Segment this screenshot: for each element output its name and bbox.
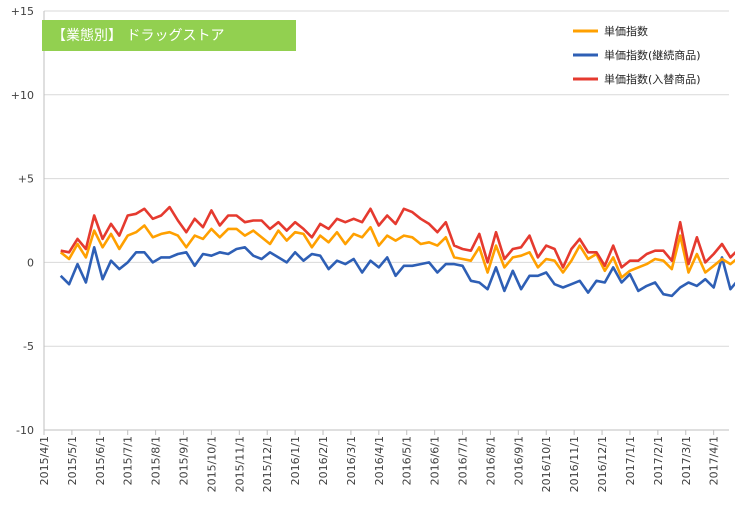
x-tick-label: 2015/12/1 (261, 436, 274, 492)
x-tick-label: 2017/1/1 (624, 436, 637, 485)
legend: 単価指数 単価指数(継続商品) 単価指数(入替商品) (573, 24, 701, 86)
x-tick-label: 2015/5/1 (66, 436, 79, 485)
legend-label-s2: 単価指数(継続商品) (604, 48, 701, 62)
series-line-3 (60, 205, 735, 269)
legend-label-s3: 単価指数(入替商品) (604, 72, 701, 86)
y-tick-label: 0 (27, 256, 34, 269)
series-line-1 (59, 224, 735, 279)
x-tick-label: 2015/11/1 (233, 436, 246, 492)
x-tick-label: 2015/8/1 (150, 436, 163, 485)
chart-title: 【業態別】 ドラッグストア (52, 28, 224, 44)
x-tick-label: 2016/6/1 (429, 436, 442, 485)
x-tick-label: 2016/11/1 (568, 436, 581, 492)
x-tick-label: 2015/7/1 (122, 436, 135, 485)
x-tick-label: 2016/3/1 (345, 436, 358, 485)
y-tick-label: -10 (16, 424, 34, 437)
x-tick-label: 2015/10/1 (205, 436, 218, 492)
y-tick-label: +5 (18, 173, 34, 186)
y-axis-ticks: +15 +10 +5 0 -5 -10 (11, 5, 34, 437)
x-tick-label: 2016/8/1 (484, 436, 497, 485)
x-tick-label: 2015/6/1 (94, 436, 107, 485)
x-tick-label: 2015/4/1 (38, 436, 51, 485)
y-tick-label: +10 (11, 89, 34, 102)
x-tick-label: 2017/2/1 (652, 436, 665, 485)
x-tick-label: 2016/1/1 (289, 436, 302, 485)
gridlines (43, 10, 729, 431)
y-tick-label: +15 (11, 5, 34, 18)
x-tick-label: 2016/7/1 (457, 436, 470, 485)
title-badge-background (42, 20, 296, 51)
legend-label-s1: 単価指数 (604, 24, 648, 38)
x-tick-label: 2016/9/1 (512, 436, 525, 485)
x-tick-label: 2017/3/1 (680, 436, 693, 485)
y-tick-label: -5 (23, 340, 34, 353)
series-lines (59, 205, 735, 298)
x-tick-label: 2016/4/1 (373, 436, 386, 485)
x-tick-label: 2017/4/1 (708, 436, 721, 485)
x-tick-label: 2016/2/1 (317, 436, 330, 485)
series-line-2 (59, 246, 735, 298)
chart-title-badge: 【業態別】 ドラッグストア (42, 20, 296, 51)
x-tick-label: 2015/9/1 (178, 436, 191, 485)
x-tick-label: 2016/12/1 (596, 436, 609, 492)
x-tick-label: 2016/10/1 (540, 436, 553, 492)
x-tick-label: 2016/5/1 (401, 436, 414, 485)
x-axis-ticks: 2015/4/1 2015/5/1 2015/6/1 2015/7/1 2015/8/1… (38, 430, 721, 492)
